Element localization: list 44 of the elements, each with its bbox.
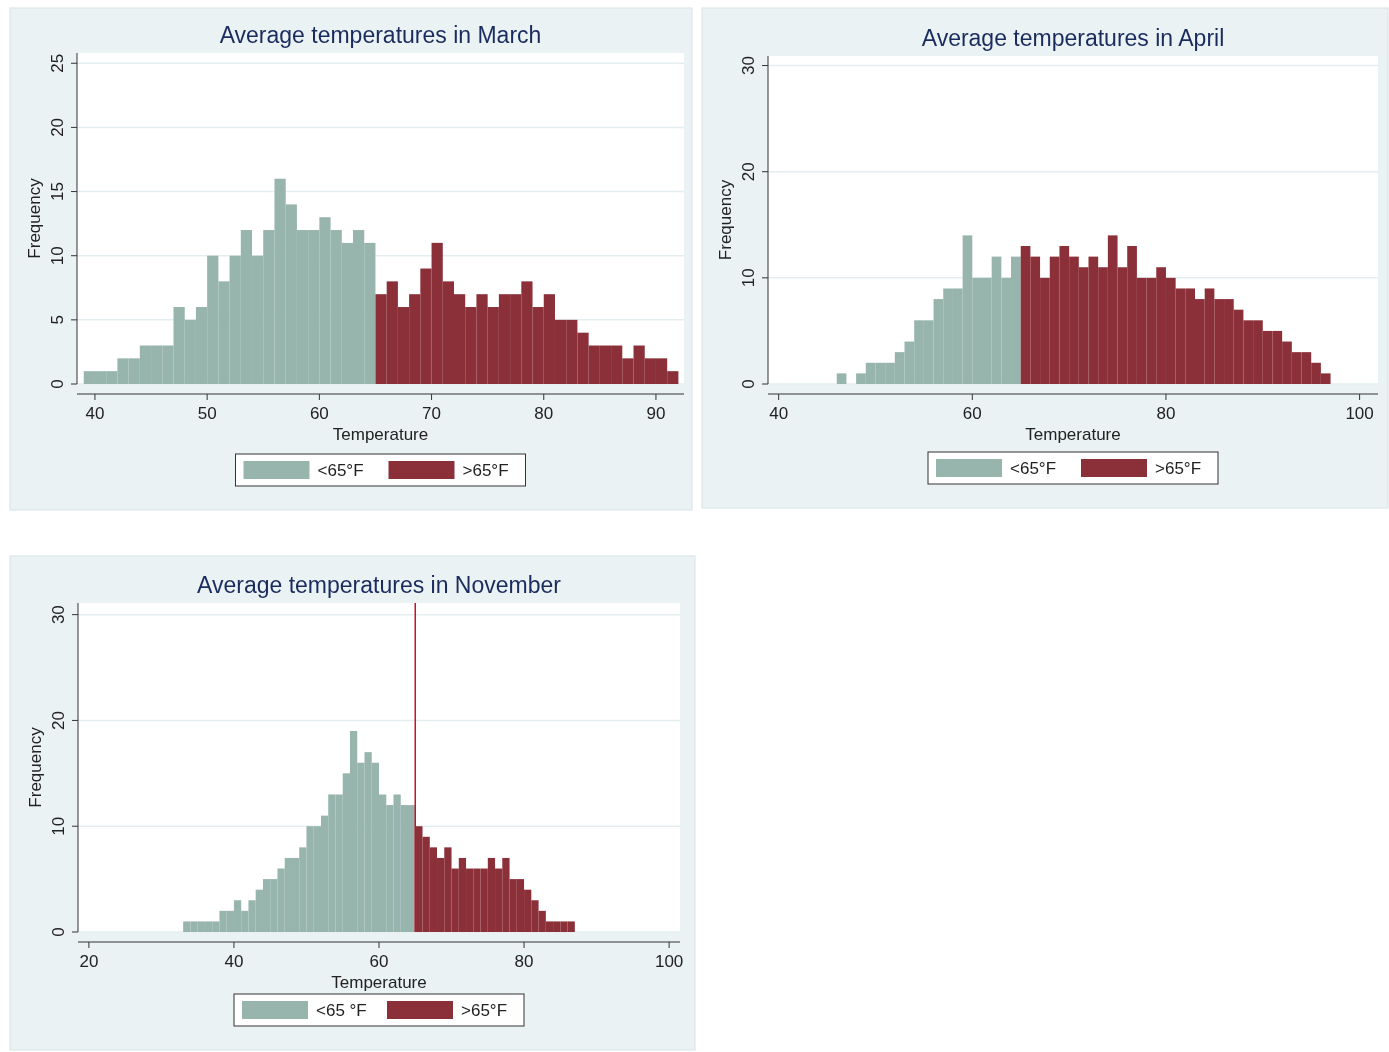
y-tick-label: 20 <box>49 710 68 730</box>
chart-title: Average temperatures in April <box>921 25 1225 51</box>
y-tick-label: 0 <box>48 379 67 389</box>
x-tick-label: 80 <box>514 952 534 971</box>
y-axis-title: Frequency <box>25 177 44 259</box>
y-axis-title: Frequency <box>716 179 735 261</box>
y-tick-label: 0 <box>49 927 68 937</box>
x-axis-title: Temperature <box>332 425 429 444</box>
x-tick-label: 100 <box>654 952 684 971</box>
chart-title: Average temperatures in March <box>219 22 542 48</box>
y-tick-label: 25 <box>48 53 67 73</box>
legend-label: >65°F <box>461 1001 508 1020</box>
x-tick-label: 20 <box>79 952 99 971</box>
y-tick-label: 0 <box>739 379 758 389</box>
x-tick-label: 60 <box>369 952 389 971</box>
x-tick-label: 40 <box>769 404 789 423</box>
chart-title: Average temperatures in November <box>197 572 562 598</box>
x-tick-label: 60 <box>309 404 329 423</box>
x-tick-label: 70 <box>422 404 442 423</box>
x-tick-label: 60 <box>962 404 982 423</box>
x-tick-label: 90 <box>646 404 666 423</box>
x-axis-title: Temperature <box>1025 425 1121 444</box>
y-tick-label: 5 <box>48 315 67 325</box>
y-axis-title: Frequency <box>26 726 45 808</box>
x-tick-label: 80 <box>1156 404 1176 423</box>
y-tick-label: 10 <box>48 246 67 266</box>
x-tick-label: 50 <box>197 404 217 423</box>
legend-label: >65°F <box>462 461 509 480</box>
legend-label: >65°F <box>1155 459 1202 478</box>
x-tick-label: 40 <box>85 404 105 423</box>
legend-label: <65 °F <box>316 1001 367 1020</box>
legend-label: <65°F <box>1010 459 1057 478</box>
y-tick-label: 30 <box>49 605 68 625</box>
x-tick-label: 100 <box>1345 404 1374 423</box>
y-tick-label: 20 <box>48 117 67 137</box>
x-tick-label: 80 <box>534 404 554 423</box>
x-tick-label: 40 <box>224 952 244 971</box>
y-tick-label: 20 <box>739 162 758 182</box>
legend-label: <65°F <box>317 461 364 480</box>
y-tick-label: 30 <box>739 56 758 76</box>
y-tick-label: 10 <box>49 816 68 836</box>
x-axis-title: Temperature <box>331 973 427 992</box>
y-tick-label: 10 <box>739 268 758 288</box>
y-tick-label: 15 <box>48 182 67 202</box>
